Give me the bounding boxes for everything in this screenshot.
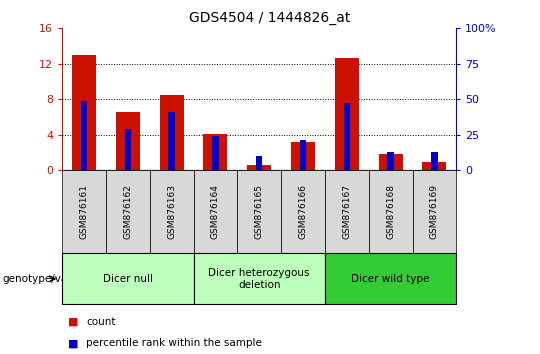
Bar	[72, 55, 96, 170]
Text: Dicer heterozygous
deletion: Dicer heterozygous deletion	[208, 268, 310, 290]
Text: GSM876161: GSM876161	[79, 184, 89, 239]
Text: ■: ■	[68, 317, 78, 327]
Bar	[300, 140, 306, 170]
Bar	[168, 112, 175, 170]
Text: ■: ■	[68, 338, 78, 348]
Bar	[422, 162, 447, 170]
Text: GDS4504 / 1444826_at: GDS4504 / 1444826_at	[190, 11, 350, 25]
Text: GSM876163: GSM876163	[167, 184, 176, 239]
Bar	[431, 152, 438, 170]
Text: genotype/variation: genotype/variation	[3, 274, 102, 284]
Bar	[247, 165, 271, 170]
Text: GSM876165: GSM876165	[255, 184, 264, 239]
Text: GSM876167: GSM876167	[342, 184, 352, 239]
Text: count: count	[86, 317, 116, 327]
Bar	[204, 133, 227, 170]
Text: percentile rank within the sample: percentile rank within the sample	[86, 338, 262, 348]
Text: GSM876168: GSM876168	[386, 184, 395, 239]
Bar	[379, 154, 403, 170]
Bar	[291, 143, 315, 170]
Bar	[387, 152, 394, 170]
Bar	[212, 136, 219, 170]
Text: GSM876169: GSM876169	[430, 184, 439, 239]
Bar	[125, 129, 131, 170]
Text: GSM876164: GSM876164	[211, 184, 220, 239]
Bar	[343, 103, 350, 170]
Bar	[116, 113, 140, 170]
Bar	[159, 95, 184, 170]
Text: GSM876166: GSM876166	[299, 184, 307, 239]
Text: Dicer wild type: Dicer wild type	[352, 274, 430, 284]
Text: GSM876162: GSM876162	[123, 184, 132, 239]
Bar	[256, 156, 262, 170]
Bar	[335, 58, 359, 170]
Text: Dicer null: Dicer null	[103, 274, 153, 284]
Bar	[80, 101, 87, 170]
